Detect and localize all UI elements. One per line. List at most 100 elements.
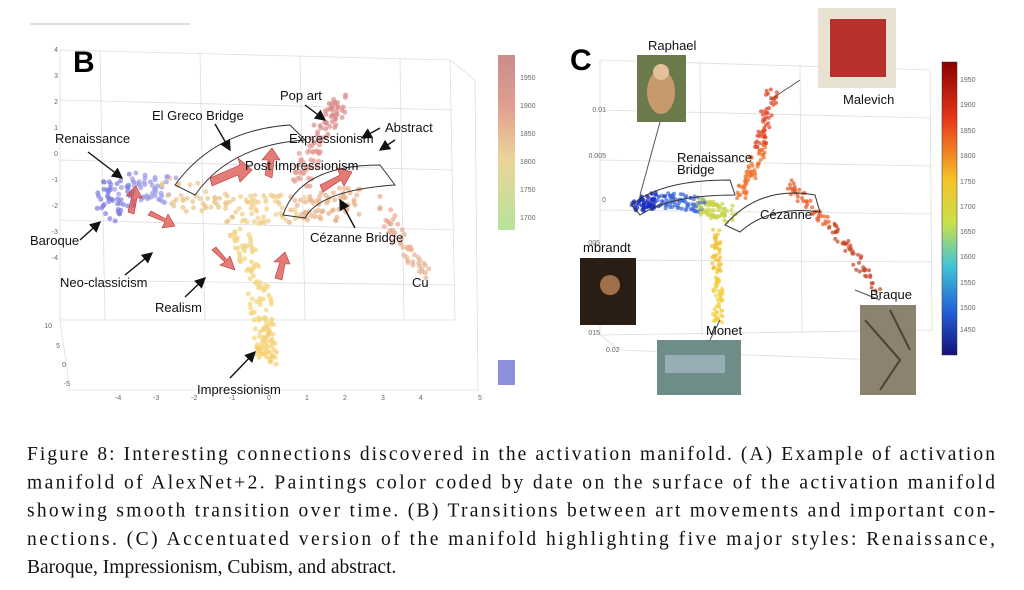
point: [267, 356, 272, 362]
point: [709, 208, 714, 213]
point: [419, 269, 425, 275]
annotation: Braque: [870, 287, 912, 302]
point: [184, 195, 190, 201]
point: [878, 287, 883, 292]
point: [307, 194, 313, 199]
point: [116, 191, 122, 197]
point: [684, 206, 689, 211]
point: [762, 109, 767, 114]
point: [698, 212, 703, 217]
point: [861, 268, 866, 273]
point: [302, 199, 308, 205]
point: [691, 206, 695, 211]
point: [665, 203, 669, 208]
annotation: Impressionism: [197, 382, 281, 397]
y-tick: 015: [588, 330, 600, 337]
point: [716, 247, 721, 252]
point: [293, 211, 299, 217]
point: [251, 317, 257, 323]
point: [255, 215, 261, 221]
point: [856, 252, 860, 257]
point: [401, 232, 407, 237]
point: [810, 205, 815, 210]
point: [310, 149, 316, 155]
point: [124, 184, 130, 190]
caption-line: manifold of AlexNet+2. Paintings color c…: [27, 472, 995, 493]
point: [841, 240, 846, 245]
point: [767, 106, 771, 111]
x-tick: 2: [343, 395, 347, 402]
point: [163, 179, 169, 185]
labels: Renaissance El Greco Bridge Pop art Abstrac…: [30, 38, 976, 402]
point: [848, 246, 853, 251]
point: [257, 296, 263, 302]
point: [311, 139, 317, 145]
point: [329, 105, 335, 111]
bridges: [125, 124, 821, 281]
point: [270, 331, 276, 337]
point: [254, 299, 260, 305]
point: [238, 194, 244, 200]
point: [412, 252, 417, 258]
point: [720, 308, 725, 313]
x-tick: -4: [115, 395, 121, 402]
point: [822, 214, 827, 219]
point: [679, 206, 684, 211]
point: [232, 235, 237, 241]
point: [722, 212, 727, 217]
caption-line: nections. (C) Accentuated version of the…: [27, 529, 995, 550]
point: [390, 238, 396, 244]
point: [715, 232, 720, 237]
point: [711, 288, 716, 293]
point: [98, 196, 104, 202]
colorbar-b: [498, 55, 515, 230]
point: [656, 194, 661, 199]
y-tick: 3: [54, 73, 58, 80]
point: [826, 219, 831, 224]
point: [426, 266, 432, 272]
point: [249, 197, 255, 203]
point: [322, 108, 328, 114]
point: [694, 209, 699, 214]
point: [329, 112, 335, 118]
point: [266, 327, 272, 333]
point: [317, 194, 322, 199]
point: [767, 125, 772, 130]
point: [237, 253, 243, 259]
annotation: Cézanne: [760, 207, 812, 222]
point: [685, 203, 690, 208]
point: [149, 182, 155, 188]
point: [825, 214, 830, 219]
point: [245, 291, 251, 297]
point: [271, 347, 277, 353]
point: [343, 92, 348, 98]
y-tick: -4: [52, 255, 58, 262]
point: [268, 298, 274, 304]
point: [283, 217, 289, 223]
point: [715, 267, 720, 272]
point: [720, 201, 725, 206]
point: [389, 227, 395, 233]
point: [789, 178, 794, 183]
point: [660, 193, 665, 198]
point: [717, 228, 722, 233]
caption: Figure 8: Interesting connections discov…: [27, 444, 995, 578]
point: [307, 183, 313, 189]
point: [239, 211, 245, 217]
point: [339, 107, 345, 113]
point: [329, 208, 335, 214]
point: [183, 208, 189, 214]
point: [251, 219, 257, 225]
point: [152, 186, 157, 192]
point: [268, 338, 274, 344]
point: [758, 157, 763, 162]
y-tick: 0: [54, 151, 58, 158]
point: [149, 190, 155, 196]
point: [410, 262, 416, 268]
point: [691, 197, 696, 202]
point: [318, 135, 324, 141]
x-tick: 4: [419, 395, 423, 402]
point: [714, 316, 719, 321]
point: [709, 216, 713, 221]
point: [142, 182, 148, 188]
